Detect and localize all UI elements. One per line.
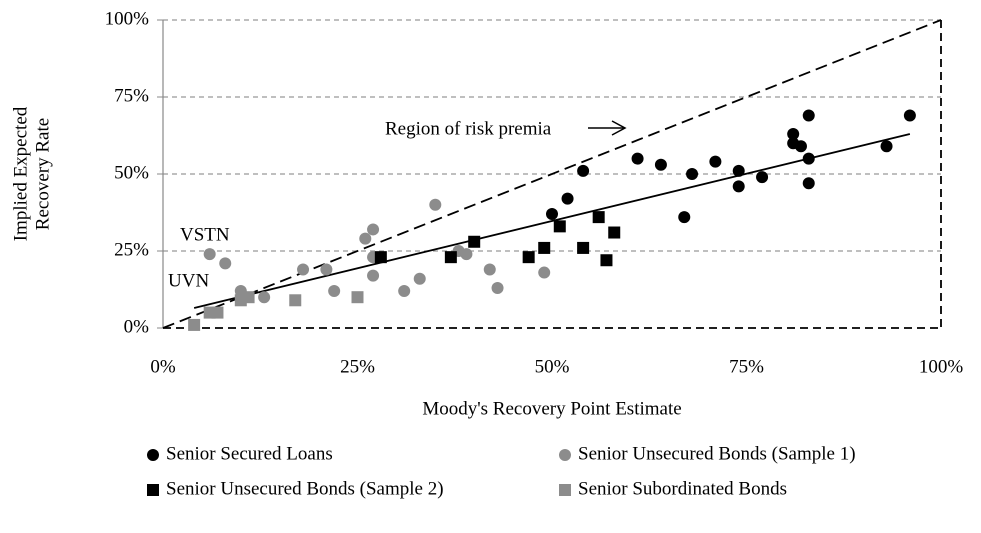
x-axis-title: Moody's Recovery Point Estimate — [422, 398, 681, 419]
point — [802, 109, 815, 122]
x-tick-label: 50% — [535, 356, 570, 377]
point — [367, 269, 380, 282]
point — [398, 285, 411, 298]
point — [577, 164, 590, 177]
point — [802, 177, 815, 190]
point — [678, 211, 691, 224]
point — [732, 180, 745, 193]
x-tick-label: 0% — [150, 356, 176, 377]
point — [794, 140, 807, 153]
point — [538, 266, 551, 279]
y-tick-label: 25% — [114, 239, 149, 260]
y-axis-title: Implied Expected — [10, 106, 31, 241]
point — [203, 248, 216, 261]
point — [709, 155, 722, 168]
fit-line — [193, 133, 911, 309]
point — [188, 318, 201, 331]
y-tick-label: 0% — [124, 316, 150, 337]
point — [444, 251, 457, 264]
y-tick-label: 50% — [114, 162, 149, 183]
point — [328, 285, 341, 298]
x-tick-label: 25% — [340, 356, 375, 377]
legend-marker — [147, 449, 159, 461]
point — [211, 306, 224, 319]
x-tick-label: 100% — [919, 356, 964, 377]
point — [429, 198, 442, 211]
annotation: Region of risk premia — [385, 118, 552, 139]
point — [483, 263, 496, 276]
y-tick-label: 75% — [114, 85, 149, 106]
point — [320, 263, 333, 276]
point — [608, 226, 621, 239]
legend-label: Senior Secured Loans — [166, 443, 333, 464]
diagonal-line — [162, 19, 942, 329]
point — [577, 241, 590, 254]
point — [546, 208, 558, 221]
point — [297, 263, 310, 276]
legend-marker — [559, 449, 571, 461]
point — [600, 254, 613, 267]
point — [561, 192, 574, 205]
legend-marker — [147, 484, 159, 496]
point — [787, 127, 800, 140]
point — [654, 158, 667, 171]
point — [460, 248, 473, 261]
point — [880, 140, 893, 153]
point — [491, 281, 504, 294]
point — [374, 251, 387, 264]
arrow-head — [611, 120, 627, 136]
point — [756, 171, 769, 184]
point — [367, 223, 380, 236]
point — [592, 211, 605, 224]
point — [242, 291, 255, 304]
point — [258, 291, 271, 304]
point — [802, 152, 815, 165]
annotation: UVN — [168, 270, 209, 291]
point — [686, 168, 699, 180]
legend-marker — [559, 484, 571, 496]
x-tick-label: 75% — [729, 356, 764, 377]
point — [413, 272, 426, 285]
point — [351, 291, 364, 304]
y-tick-label: 100% — [105, 8, 150, 29]
point — [468, 235, 481, 248]
annotation: VSTN — [180, 224, 230, 245]
point — [538, 241, 551, 254]
point — [359, 232, 372, 245]
point — [553, 220, 566, 233]
legend-label: Senior Subordinated Bonds — [578, 478, 787, 499]
point — [289, 294, 302, 307]
point — [219, 257, 232, 270]
point — [522, 251, 535, 264]
point — [903, 109, 916, 122]
point — [732, 164, 745, 177]
y-axis-title: Recovery Rate — [32, 118, 53, 230]
point — [631, 152, 644, 165]
legend-label: Senior Unsecured Bonds (Sample 2) — [166, 478, 444, 499]
legend-label: Senior Unsecured Bonds (Sample 1) — [578, 443, 856, 464]
